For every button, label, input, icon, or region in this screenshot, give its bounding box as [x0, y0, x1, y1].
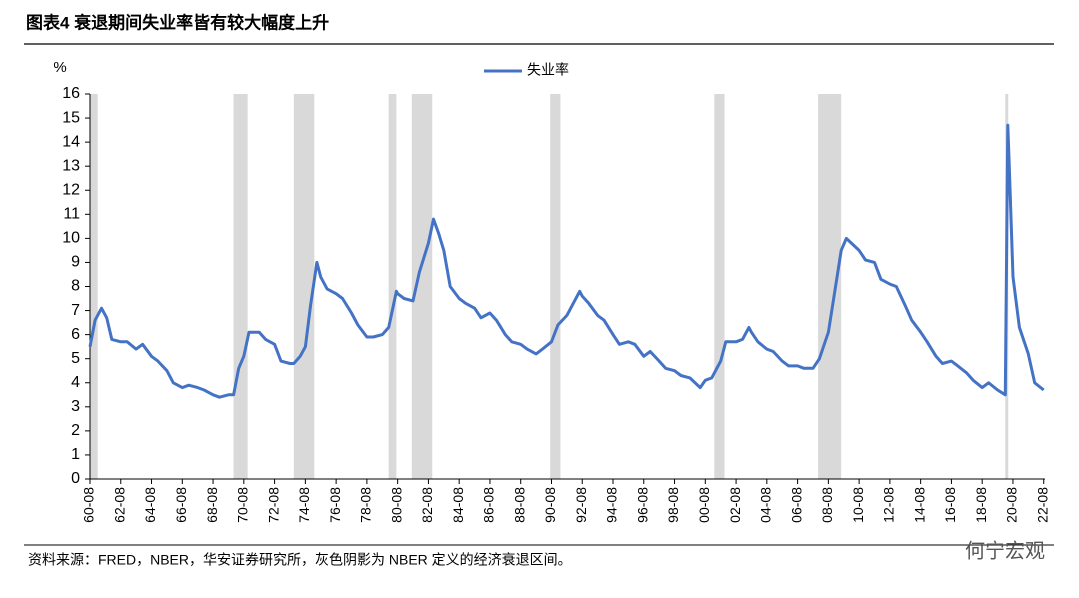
x-tick-label: 86-08: [481, 487, 497, 523]
y-tick-label: 0: [71, 470, 80, 487]
y-tick-label: 1: [71, 446, 80, 463]
x-tick-label: 08-08: [819, 487, 835, 523]
x-tick-label: 88-08: [511, 487, 527, 523]
recession-band: [818, 94, 842, 479]
x-tick-label: 10-08: [850, 487, 866, 523]
y-tick-label: 11: [63, 206, 80, 223]
x-tick-label: 72-08: [265, 487, 281, 523]
x-tick-label: 70-08: [235, 487, 251, 523]
x-tick-label: 90-08: [542, 487, 558, 523]
x-tick-label: 20-08: [1004, 487, 1020, 523]
recession-band: [388, 94, 397, 479]
x-tick-label: 82-08: [419, 487, 435, 523]
data-line: [88, 123, 1045, 399]
x-tick-label: 12-08: [881, 487, 897, 523]
x-tick-label: 68-08: [204, 487, 220, 523]
x-tick-label: 00-08: [696, 487, 712, 523]
x-tick-label: 78-08: [358, 487, 374, 523]
source-note: 资料来源：FRED，NBER，华安证券研究所，灰色阴影为 NBER 定义的经济衰…: [28, 552, 572, 568]
y-tick-label: 7: [71, 302, 80, 319]
x-tick-label: 16-08: [942, 487, 958, 523]
watermark: 何宁宏观: [965, 539, 1045, 562]
recession-band: [714, 94, 725, 479]
x-tick-label: 04-08: [758, 487, 774, 523]
y-tick-label: 3: [71, 398, 80, 415]
x-tick-label: 06-08: [788, 487, 804, 523]
x-tick-label: 22-08: [1034, 487, 1050, 523]
x-tick-label: 92-08: [573, 487, 589, 523]
y-tick-label: 10: [62, 230, 80, 247]
y-tick-label: 4: [71, 374, 80, 391]
y-tick-label: 16: [62, 85, 80, 102]
recession-band: [90, 94, 98, 479]
y-tick-label: 14: [62, 133, 80, 150]
chart-title: 图表4 衰退期间失业率皆有较大幅度上升: [26, 12, 329, 32]
y-tick-label: 5: [71, 350, 80, 367]
x-tick-label: 84-08: [450, 487, 466, 523]
x-tick-label: 62-08: [111, 487, 127, 523]
x-tick-label: 94-08: [604, 487, 620, 523]
x-tick-label: 80-08: [388, 487, 404, 523]
recession-band: [293, 94, 315, 479]
x-tick-label: 96-08: [634, 487, 650, 523]
x-tick-label: 64-08: [142, 487, 158, 523]
y-tick-label: 15: [62, 109, 80, 126]
y-tick-label: 13: [62, 157, 80, 174]
x-tick-label: 02-08: [727, 487, 743, 523]
x-tick-label: 76-08: [327, 487, 343, 523]
x-tick-label: 18-08: [973, 487, 989, 523]
recession-band: [550, 94, 561, 479]
y-tick-label: 12: [62, 181, 80, 198]
y-tick-label: 9: [71, 254, 80, 271]
y-tick-label: 2: [71, 422, 80, 439]
x-tick-label: 98-08: [665, 487, 681, 523]
x-tick-label: 14-08: [911, 487, 927, 523]
x-tick-label: 66-08: [173, 487, 189, 523]
x-tick-label: 60-08: [81, 487, 97, 523]
y-tick-label: 8: [71, 278, 80, 295]
legend-label: 失业率: [527, 62, 569, 78]
x-tick-label: 74-08: [296, 487, 312, 523]
recession-band: [411, 94, 433, 479]
y-axis-label: %: [53, 59, 66, 76]
recession-band: [233, 94, 248, 479]
y-tick-label: 6: [71, 326, 80, 343]
